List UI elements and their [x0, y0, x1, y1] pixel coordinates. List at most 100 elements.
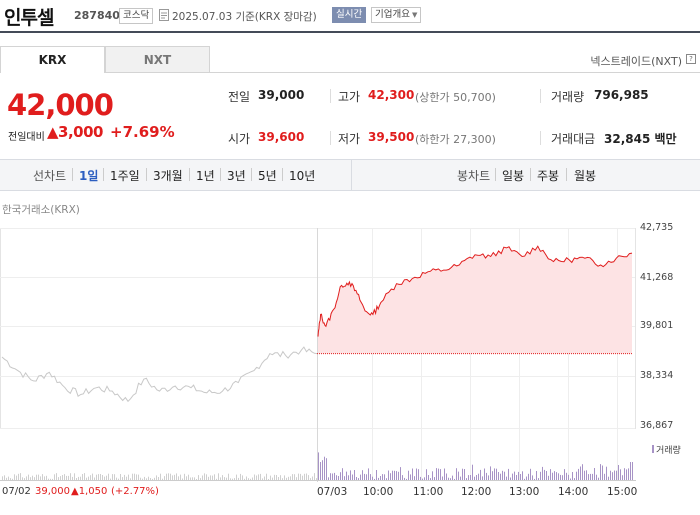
line-chart-label: 선차트 — [33, 169, 67, 183]
volume-bar — [446, 473, 447, 480]
volume-bar — [180, 474, 181, 480]
volume-bar — [334, 472, 335, 480]
volume-bar — [330, 473, 331, 480]
volume-bar — [470, 475, 471, 480]
range-1y[interactable]: 1년 — [196, 169, 215, 183]
volume-bar — [458, 471, 459, 480]
prev-day-price: 39,000 — [35, 486, 70, 497]
range-1w[interactable]: 1주일 — [110, 169, 140, 183]
volume-bar — [416, 468, 417, 480]
volume-bar — [82, 474, 83, 480]
volume-bar — [514, 471, 515, 480]
volume-bar — [194, 477, 195, 480]
company-overview-dropdown[interactable]: 기업개요 ▼ — [371, 7, 422, 23]
volume-bar — [318, 452, 319, 480]
volume-bar — [260, 473, 261, 480]
volume-bar — [186, 476, 187, 480]
today-price-line — [317, 245, 633, 337]
volume-bar — [614, 470, 615, 480]
range-3m[interactable]: 3개월 — [153, 169, 183, 183]
volume-bar — [286, 477, 287, 480]
volume-bar — [4, 475, 5, 480]
range-5y[interactable]: 5년 — [258, 169, 277, 183]
volume-bar — [420, 476, 421, 480]
volume-bar — [170, 473, 171, 480]
volume-bar — [408, 470, 409, 480]
volume-bar — [324, 456, 325, 480]
volume-bar — [392, 470, 393, 480]
range-monthly[interactable]: 월봉 — [574, 169, 597, 183]
volume-bar — [164, 476, 165, 480]
tab-nxt[interactable]: NXT — [105, 46, 210, 73]
volume-bar — [366, 474, 367, 480]
volume-bar — [404, 477, 405, 480]
volume-bar — [300, 473, 301, 480]
volume-bar — [450, 478, 451, 480]
volume-bar — [284, 475, 285, 480]
volume-bar — [438, 468, 439, 480]
range-daily[interactable]: 일봉 — [502, 169, 525, 183]
range-bar-divider — [351, 160, 352, 190]
volume-bar — [118, 478, 119, 480]
volume-bar — [500, 473, 501, 480]
realtime-button[interactable]: 실시간 — [332, 7, 367, 23]
volume-bar — [132, 473, 133, 480]
volume-bar — [192, 477, 193, 480]
volume-bar — [136, 474, 137, 480]
volume-bar — [114, 474, 115, 480]
volume-bar — [182, 478, 183, 480]
volume-bar — [322, 460, 323, 480]
volume-bar — [370, 474, 371, 480]
volume-bar — [94, 477, 95, 480]
volume-bar — [2, 476, 3, 480]
volume-bar — [204, 473, 205, 480]
volume-bar — [544, 469, 545, 480]
volume-bar — [16, 475, 17, 480]
volume-bar — [98, 474, 99, 480]
volume-bar — [40, 476, 41, 480]
volume-bar — [534, 478, 535, 480]
chart-range-bar — [0, 159, 700, 191]
volume-bar — [524, 478, 525, 480]
volume-bar — [56, 473, 57, 480]
volume-bar — [406, 478, 407, 480]
volume-bar — [20, 473, 21, 480]
volume-bar — [486, 472, 487, 480]
volume-bar — [626, 469, 627, 480]
range-weekly[interactable]: 주봉 — [537, 169, 560, 183]
volume-bar — [538, 478, 539, 480]
volume-bar — [86, 477, 87, 480]
x-tick-label: 12:00 — [461, 486, 492, 498]
range-10y[interactable]: 10년 — [289, 169, 316, 183]
volume-bar — [222, 475, 223, 480]
range-1d[interactable]: 1일 — [79, 169, 99, 183]
volume-bar — [44, 476, 45, 480]
volume-bar — [536, 471, 537, 480]
volume-bar — [516, 475, 517, 480]
document-icon — [159, 9, 169, 21]
volume-bar — [362, 470, 363, 480]
range-separator — [530, 168, 531, 181]
x-tick-label: 07/03 — [317, 486, 348, 498]
volume-bar — [542, 466, 543, 480]
nextrade-link[interactable]: 넥스트레이드(NXT) — [590, 55, 682, 68]
volume-bar — [280, 475, 281, 480]
volume-bar — [598, 477, 599, 480]
range-3y[interactable]: 3년 — [227, 169, 246, 183]
volume-bar — [96, 474, 97, 480]
volume-bar — [410, 474, 411, 480]
volume-bar — [434, 477, 435, 480]
volume-bar — [42, 474, 43, 480]
change-label: 전일대비 — [8, 132, 45, 143]
volume-bar — [282, 478, 283, 480]
stock-code: 287840 — [74, 9, 120, 22]
volume-bar — [520, 474, 521, 480]
volume-bar — [38, 474, 39, 480]
help-icon[interactable]: ? — [686, 54, 696, 64]
range-separator — [282, 168, 283, 181]
volume-bar — [616, 470, 617, 480]
x-tick-label: 10:00 — [363, 486, 394, 498]
tab-krx[interactable]: KRX — [0, 46, 105, 73]
high-label: 고가 — [338, 90, 361, 104]
